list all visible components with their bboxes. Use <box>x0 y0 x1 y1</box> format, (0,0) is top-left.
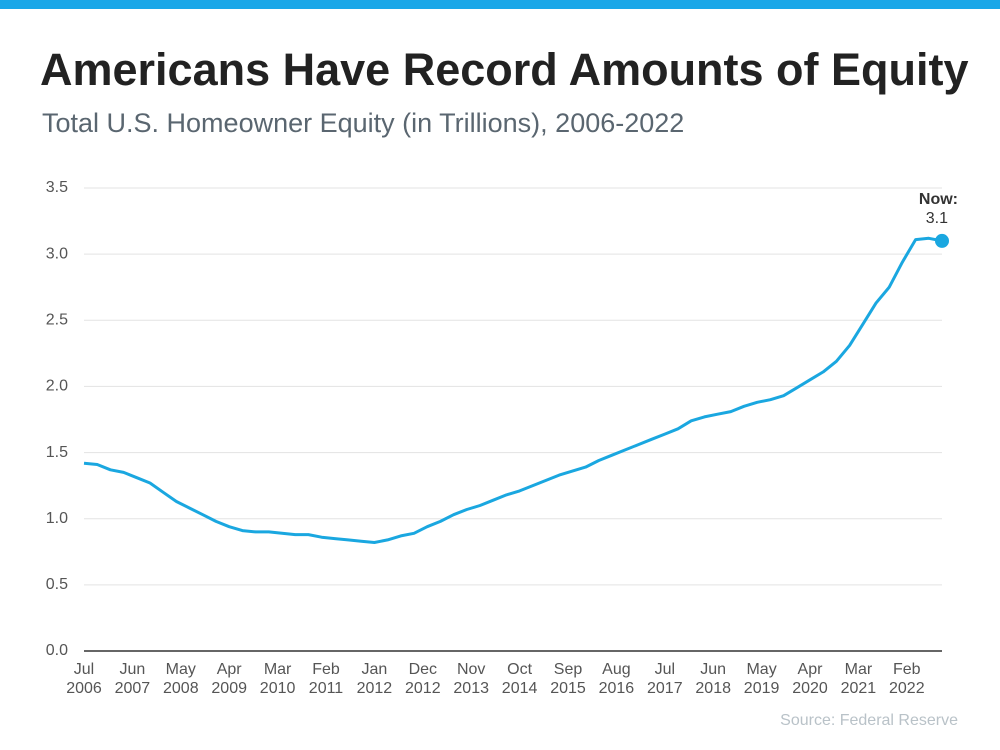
x-tick-label: Apr 2009 <box>211 661 247 697</box>
y-tick-label: 2.0 <box>46 378 68 395</box>
x-tick-label: Mar 2021 <box>840 661 877 697</box>
y-tick-label: 2.5 <box>46 312 68 329</box>
x-tick-label: Nov 2013 <box>453 661 489 697</box>
x-tick-label: Mar 2010 <box>259 661 296 697</box>
y-tick-label: 0.5 <box>46 576 68 593</box>
chart-subtitle: Total U.S. Homeowner Equity (in Trillion… <box>42 108 685 138</box>
x-tick-label: Oct 2014 <box>501 661 538 697</box>
annotation-value: 3.1 <box>926 210 948 227</box>
x-tick-label: Apr 2020 <box>792 661 828 697</box>
x-tick-label: Jun 2018 <box>695 661 731 697</box>
x-tick-label: Sep 2015 <box>550 661 586 697</box>
x-tick-label: Aug 2016 <box>598 661 635 697</box>
source-note: Source: Federal Reserve <box>780 712 958 729</box>
y-tick-label: 0.0 <box>46 642 68 659</box>
y-tick-label: 1.0 <box>46 510 68 527</box>
x-tick-label: May 2008 <box>163 661 199 697</box>
top-bar <box>0 0 1000 9</box>
x-tick-label: Dec 2012 <box>405 661 441 697</box>
x-tick-label: Jul 2006 <box>66 661 102 697</box>
data-line <box>83 236 943 544</box>
x-tick-label: Feb 2022 <box>889 661 925 697</box>
y-tick-label: 3.5 <box>46 179 68 196</box>
x-tick-label: Feb 2011 <box>308 661 344 697</box>
x-tick-label: Jan 2012 <box>356 661 393 697</box>
x-tick-label: Jul 2017 <box>647 661 683 697</box>
x-tick-label: May 2019 <box>743 661 780 697</box>
y-tick-label: 3.0 <box>46 245 68 262</box>
end-point <box>935 233 949 248</box>
annotation-label: Now: <box>919 191 958 208</box>
chart-title: Americans Have Record Amounts of Equity <box>40 44 969 95</box>
x-tick-label: Jun 2007 <box>114 661 151 697</box>
y-tick-label: 1.5 <box>46 444 68 461</box>
